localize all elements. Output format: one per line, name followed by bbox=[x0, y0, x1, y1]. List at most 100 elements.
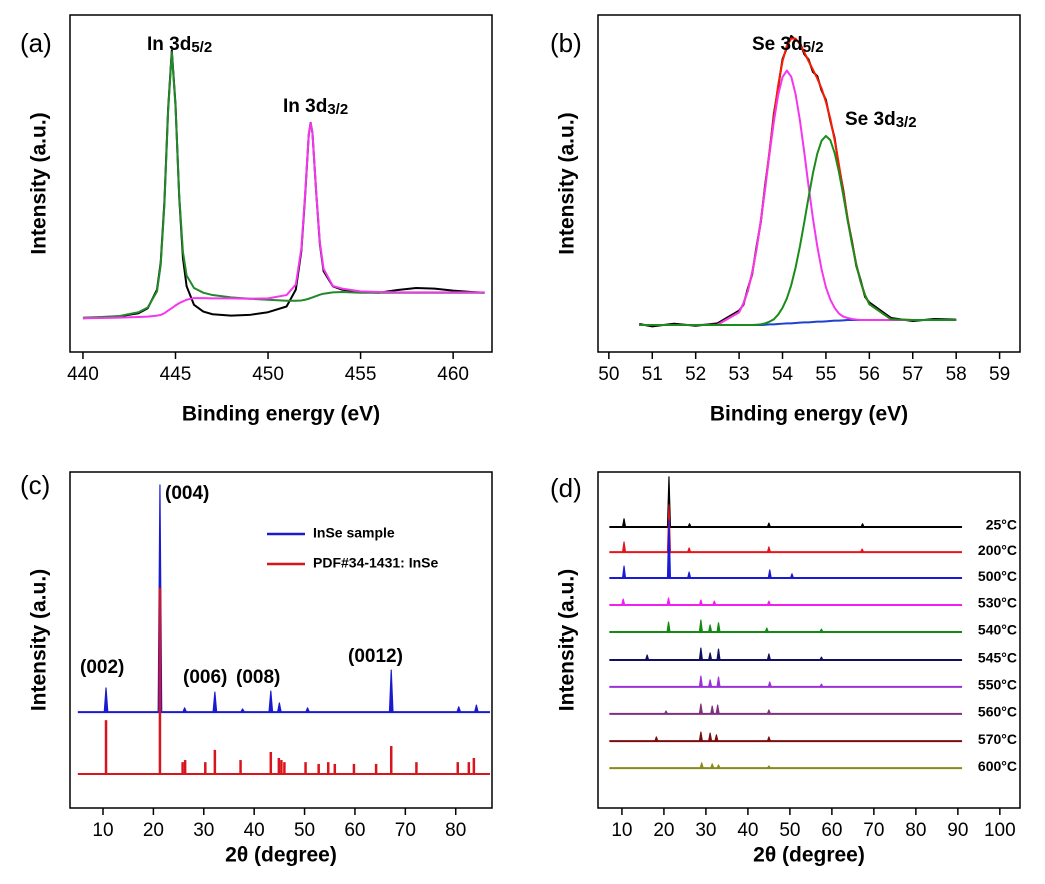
x-tick-label: 10 bbox=[611, 820, 632, 841]
diffraction-peak bbox=[621, 518, 627, 528]
peak-annotation: Se 3d5/2 bbox=[752, 34, 824, 56]
diffraction-peak bbox=[456, 706, 462, 713]
diffraction-peak bbox=[698, 703, 703, 715]
annotation-text: (008) bbox=[236, 667, 280, 688]
trace-label: 600°C bbox=[978, 758, 1017, 774]
panel-label: (b) bbox=[550, 28, 582, 58]
diffraction-peak bbox=[698, 599, 703, 606]
x-tick-label: 60 bbox=[821, 820, 842, 841]
trace-label: 570°C bbox=[978, 731, 1017, 747]
y-axis-label: Intensity (a.u.) bbox=[28, 112, 51, 254]
x-tick-label: 60 bbox=[344, 820, 365, 841]
x-tick-label: 51 bbox=[642, 364, 663, 385]
diffraction-peak bbox=[687, 523, 692, 528]
diffraction-peak bbox=[388, 669, 394, 713]
diffraction-peak bbox=[268, 690, 274, 713]
spectrum-line bbox=[639, 69, 957, 327]
x-tick-label: 50 bbox=[294, 820, 315, 841]
diffraction-peak bbox=[621, 541, 627, 553]
x-tick-label: 57 bbox=[902, 364, 923, 385]
annotation-text: In 3d bbox=[283, 96, 327, 117]
diffraction-peak bbox=[666, 519, 672, 579]
x-tick-label: 80 bbox=[445, 820, 466, 841]
diffraction-peak bbox=[767, 681, 772, 688]
diffraction-peak bbox=[666, 621, 671, 633]
annotation-text: (006) bbox=[183, 667, 227, 688]
spectrum-line bbox=[82, 122, 485, 320]
x-tick-label: 455 bbox=[345, 364, 377, 385]
y-axis-label: Intensity (a.u.) bbox=[556, 112, 579, 254]
x-tick-label: 30 bbox=[695, 820, 716, 841]
diffraction-peak bbox=[766, 600, 771, 606]
annotation-subscript: 3/2 bbox=[896, 114, 917, 131]
diffraction-peak bbox=[621, 565, 627, 579]
trace-label: 500°C bbox=[978, 568, 1017, 584]
diffraction-peak bbox=[708, 679, 713, 688]
peak-annotation: (0012) bbox=[348, 646, 403, 667]
diffraction-peak bbox=[698, 647, 703, 661]
legend-label: PDF#34-1431: InSe bbox=[313, 555, 438, 571]
x-tick-label: 50 bbox=[779, 820, 800, 841]
diffraction-peak bbox=[715, 704, 720, 715]
trace-label: 25°C bbox=[986, 517, 1017, 533]
diffraction-peak bbox=[764, 627, 769, 633]
x-tick-label: 20 bbox=[143, 820, 164, 841]
trace-label: 530°C bbox=[978, 595, 1017, 611]
panel-label: (d) bbox=[550, 473, 582, 503]
x-tick-label: 56 bbox=[859, 364, 880, 385]
diffraction-peak bbox=[766, 653, 771, 661]
diffraction-peak bbox=[474, 704, 479, 713]
diffraction-peak bbox=[766, 709, 771, 715]
spectrum-line bbox=[639, 134, 957, 327]
x-tick-label: 70 bbox=[863, 820, 884, 841]
diffraction-peak bbox=[766, 736, 771, 742]
x-axis-label: Binding energy (eV) bbox=[182, 403, 380, 426]
diffraction-peak bbox=[710, 763, 715, 769]
x-tick-label: 53 bbox=[729, 364, 750, 385]
annotation-subscript: 5/2 bbox=[191, 39, 212, 56]
diffraction-peak bbox=[699, 762, 704, 769]
diffraction-peak bbox=[708, 652, 713, 661]
panel-label: (c) bbox=[20, 470, 50, 500]
x-tick-label: 80 bbox=[905, 820, 926, 841]
x-tick-label: 460 bbox=[437, 364, 469, 385]
diffraction-peak bbox=[687, 547, 692, 553]
x-axis-label: 2θ (degree) bbox=[225, 844, 337, 867]
diffraction-peak bbox=[712, 600, 717, 606]
x-tick-label: 450 bbox=[252, 364, 284, 385]
annotation-text: Se 3d bbox=[845, 109, 896, 130]
y-axis-label: Intensity (a.u.) bbox=[556, 569, 579, 711]
x-tick-label: 50 bbox=[598, 364, 619, 385]
trace-label: 550°C bbox=[978, 677, 1017, 693]
diffraction-peak bbox=[240, 708, 245, 713]
x-axis-label: Binding energy (eV) bbox=[710, 403, 908, 426]
plot-frame bbox=[69, 471, 493, 809]
diffraction-peak bbox=[710, 705, 715, 715]
diffraction-peak bbox=[698, 731, 703, 742]
x-axis-label: 2θ (degree) bbox=[753, 844, 865, 867]
spectrum-line bbox=[639, 37, 957, 327]
diffraction-peak bbox=[716, 648, 721, 661]
diffraction-peak bbox=[182, 707, 187, 713]
plot-frame bbox=[597, 14, 1021, 353]
x-tick-label: 10 bbox=[92, 820, 113, 841]
legend-label: InSe sample bbox=[313, 525, 395, 541]
diffraction-peak bbox=[687, 571, 692, 579]
x-tick-label: 30 bbox=[193, 820, 214, 841]
diffraction-peak bbox=[767, 569, 772, 579]
peak-annotation: (006) bbox=[183, 667, 227, 688]
spectrum-line bbox=[639, 34, 957, 328]
x-tick-label: 100 bbox=[984, 820, 1016, 841]
diffraction-peak bbox=[819, 656, 824, 661]
diffraction-peak bbox=[716, 764, 721, 769]
annotation-subscript: 5/2 bbox=[803, 39, 824, 56]
trace-label: 200°C bbox=[978, 542, 1017, 558]
diffraction-peak bbox=[766, 765, 771, 769]
annotation-text: (004) bbox=[165, 483, 209, 504]
peak-annotation: (008) bbox=[236, 667, 280, 688]
annotation-text: (0012) bbox=[348, 646, 403, 667]
plot-frame bbox=[69, 14, 493, 353]
diffraction-peak bbox=[708, 624, 713, 633]
trace-label: 540°C bbox=[978, 622, 1017, 638]
spectrum-line bbox=[82, 51, 485, 319]
